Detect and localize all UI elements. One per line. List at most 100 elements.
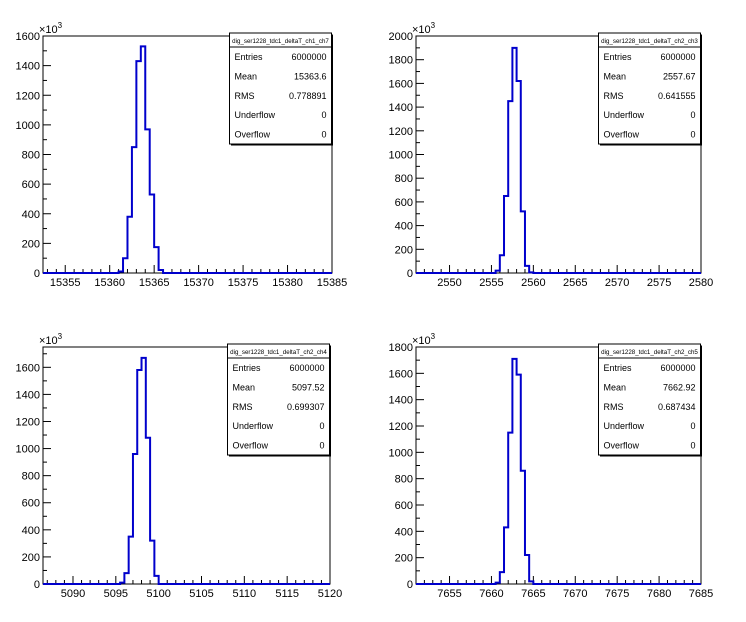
stats-row-label: Mean [235,71,258,81]
y-tick-label: 1400 [16,61,40,73]
y-tick-label: 1600 [16,31,40,43]
x-tick-label: 7685 [689,588,713,600]
y-tick-label: 800 [22,471,40,483]
stats-box: dig_ser1228_tdc1_deltaT_ch2_ch4 Entries 60… [227,343,331,457]
stats-row-label: RMS [604,91,624,101]
y-tick-label: 1000 [16,120,40,132]
x-tick-label: 15365 [139,277,170,289]
x-tick-label: 5105 [189,588,213,600]
y-tick-label: 0 [407,268,413,280]
stats-box-frame [229,32,332,145]
stats-row-label: Entries [604,363,633,373]
x-tick-label: 5090 [61,588,85,600]
stats-row-value: 15363.6 [294,71,327,81]
y-tick-label: 1200 [389,421,413,433]
x-tick-label: 15360 [94,277,125,289]
x-tick-label: 15385 [317,277,348,289]
y-tick-label: 200 [395,244,413,256]
y-tick-label: 600 [395,500,413,512]
stats-row-value: 0 [690,441,695,451]
x-tick-label: 5100 [146,588,170,600]
histogram-pad-4: 0 200 400 600 800 1000 1200 1400 1600 1800 7655 766… [389,332,714,600]
x-tick-label: 15370 [183,277,214,289]
stats-row-label: Mean [604,71,627,81]
x-tick-label: 7680 [647,588,671,600]
y-tick-label: 1400 [389,395,413,407]
stats-row-label: RMS [233,402,253,412]
x-tick-label: 7665 [521,588,545,600]
stats-box: dig_ser1228_tdc1_deltaT_ch1_ch7 Entries 60… [229,32,333,146]
stats-row-value: 0 [321,130,326,140]
histogram-outline [416,357,701,585]
y-tick-label: 1600 [389,78,413,90]
stats-row-value: 0 [319,421,324,431]
x-tick-label: 2560 [521,277,545,289]
stats-row-label: RMS [235,91,255,101]
histogram-pad-3: 0 200 400 600 800 1000 1200 1400 1600 5090 5095 510… [16,332,343,600]
x-tick-label: 2570 [605,277,629,289]
y-tick-label: 200 [395,553,413,565]
stats-box-title: dig_ser1228_tdc1_deltaT_ch2_ch5 [601,349,698,356]
stats-row-label: Underflow [604,110,645,120]
y-tick-label: 1000 [389,447,413,459]
stats-row-value: 0.778891 [289,91,327,101]
y-tick-label: 1400 [16,389,40,401]
y-tick-label: 1000 [389,150,413,162]
y-tick-label: 400 [395,526,413,538]
y-multiplier-label: ×103 [412,21,436,36]
histogram-pad-2: 0 200 400 600 800 1000 1200 1400 1600 1800 2000 255… [389,21,714,289]
y-tick-label: 600 [22,179,40,191]
stats-row-value: 0 [690,110,695,120]
stats-box-frame [598,343,701,456]
y-tick-label: 200 [22,552,40,564]
stats-row-value: 6000000 [660,363,695,373]
y-tick-label: 200 [22,238,40,250]
stats-box: dig_ser1228_tdc1_deltaT_ch2_ch3 Entries 60… [598,32,702,146]
stats-row-value: 0 [690,130,695,140]
y-tick-label: 800 [395,474,413,486]
y-tick-label: 1400 [389,102,413,114]
y-tick-label: 1800 [389,342,413,354]
y-multiplier-label: ×103 [39,21,63,36]
x-tick-label: 15355 [50,277,81,289]
stats-row-value: 6000000 [289,363,324,373]
stats-row-label: Overflow [235,130,271,140]
stats-box-title: dig_ser1228_tdc1_deltaT_ch2_ch3 [601,38,698,45]
stats-row-value: 0 [319,441,324,451]
y-tick-label: 800 [22,150,40,162]
stats-row-value: 6000000 [291,52,326,62]
x-tick-label: 5095 [104,588,128,600]
histogram-pad-1: 0 200 400 600 800 1000 1200 1400 1600 15355 15360 1… [16,21,348,289]
stats-row-label: Overflow [233,441,269,451]
x-tick-label: 7655 [437,588,461,600]
y-tick-label: 800 [395,173,413,185]
stats-row-label: Mean [604,382,627,392]
stats-row-value: 5097.52 [292,382,325,392]
y-multiplier-label: ×103 [39,332,63,347]
y-multiplier-label: ×103 [412,332,436,347]
x-tick-label: 2565 [563,277,587,289]
y-tick-label: 0 [34,579,40,591]
x-tick-label: 2555 [479,277,503,289]
x-tick-label: 7675 [605,588,629,600]
x-tick-label: 5120 [318,588,342,600]
x-tick-label: 5110 [233,588,257,600]
y-tick-label: 400 [395,221,413,233]
stats-row-label: Entries [604,52,633,62]
histogram-outline [416,46,701,274]
y-tick-label: 1600 [389,368,413,380]
stats-box-frame [227,343,330,456]
x-tick-label: 2580 [689,277,713,289]
stats-box-frame [598,32,701,145]
y-tick-label: 600 [395,197,413,209]
stats-row-label: Underflow [233,421,274,431]
stats-row-value: 0 [321,110,326,120]
y-tick-label: 1000 [16,444,40,456]
stats-row-label: Overflow [604,441,640,451]
stats-row-label: RMS [604,402,624,412]
stats-row-value: 0.699307 [287,402,325,412]
histogram-outline [43,356,330,585]
x-tick-label: 15380 [272,277,303,289]
x-tick-label: 5115 [275,588,299,600]
x-tick-label: 7670 [563,588,587,600]
